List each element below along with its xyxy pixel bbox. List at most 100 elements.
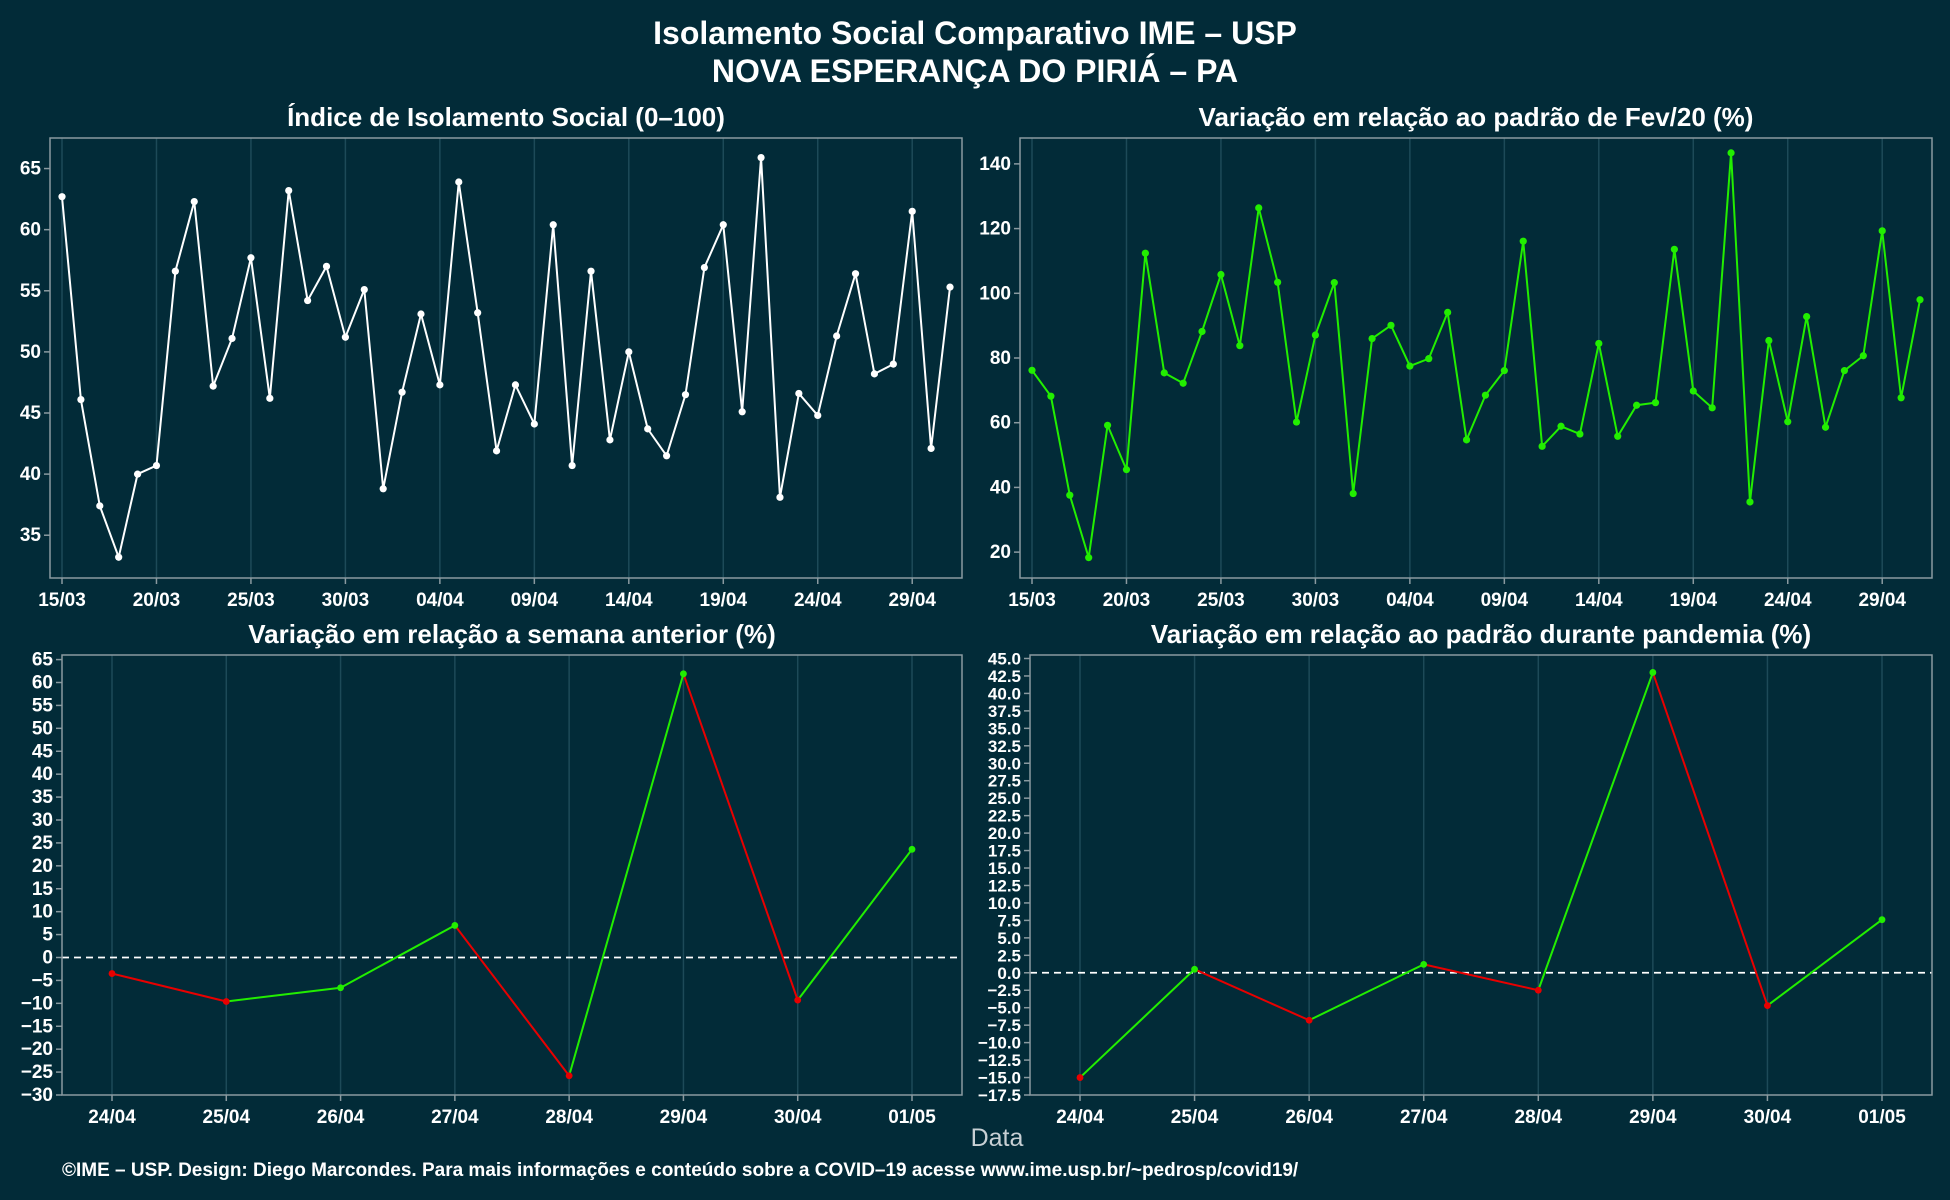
series-segment [111, 972, 227, 1003]
x-tick-label: 01/05 [888, 1107, 936, 1128]
y-tick-label: 100 [979, 283, 1011, 304]
series-segment [682, 673, 799, 1001]
y-tick-label: 15.0 [988, 859, 1021, 878]
data-point [304, 296, 312, 305]
x-tick-label: 30/04 [774, 1107, 822, 1128]
footer-credit: ©IME – USP. Design: Diego Marcondes. Par… [62, 1160, 1299, 1181]
y-tick-label: 45.0 [988, 649, 1021, 668]
panel-border [1019, 137, 1933, 579]
y-tick-label: 0.0 [997, 964, 1021, 983]
data-point [451, 922, 459, 929]
data-point [1708, 404, 1716, 412]
panel-border [49, 137, 963, 579]
panel-border [1029, 654, 1933, 1096]
panel-title: Variação em relação ao padrão de Fev/20 … [1199, 102, 1754, 132]
y-tick-label: −12.5 [978, 1051, 1021, 1070]
data-point [1141, 249, 1149, 257]
x-tick-label: 25/03 [227, 590, 275, 611]
data-point [680, 670, 687, 678]
y-tick-label: 40.0 [988, 684, 1021, 703]
data-point [1576, 430, 1584, 438]
data-point [1859, 352, 1867, 360]
data-point [1047, 392, 1055, 400]
data-point [436, 381, 444, 389]
x-tick-label: 26/04 [317, 1107, 365, 1128]
data-point [1481, 391, 1490, 399]
x-tick-label: 09/04 [1481, 590, 1529, 611]
y-tick-label: 20 [32, 856, 53, 877]
data-point [1028, 366, 1036, 374]
data-point [1368, 334, 1376, 343]
y-tick-label: 20.0 [988, 824, 1021, 843]
series-segment [226, 986, 341, 1003]
y-tick-label: −20 [21, 1039, 53, 1060]
x-tick-label: 29/04 [1629, 1107, 1677, 1128]
data-point [530, 420, 538, 428]
y-tick-label: −5.0 [987, 999, 1021, 1018]
x-tick-label: 25/03 [1197, 590, 1245, 611]
data-point [360, 285, 368, 294]
data-point [474, 309, 482, 317]
data-point [1746, 498, 1754, 506]
x-tick-label: 24/04 [794, 590, 842, 611]
x-axis-label: Data [971, 1124, 1024, 1152]
figure-title-line2: NOVA ESPERANÇA DO PIRIÁ – PA [712, 53, 1238, 89]
data-point [1916, 296, 1924, 304]
chart-panels: Índice de Isolamento Social (0–100) 15/03… [20, 102, 1933, 1128]
x-tick-label: 19/04 [1670, 590, 1718, 611]
data-point [776, 493, 784, 501]
data-point [1765, 336, 1773, 345]
y-tick-label: 10.0 [988, 894, 1021, 913]
data-point [511, 381, 520, 389]
y-tick-label: 5.0 [997, 929, 1021, 948]
data-point [96, 502, 104, 510]
y-tick-label: −2.5 [987, 981, 1021, 1000]
data-point [606, 436, 614, 444]
data-point [77, 395, 85, 404]
y-tick-label: 65 [20, 159, 42, 180]
data-point [1191, 965, 1198, 973]
data-point [794, 996, 802, 1004]
x-tick-label: 19/04 [700, 590, 748, 611]
chart-panel-3: Variação em relação a semana anterior (%… [21, 619, 963, 1128]
x-tick-label: 20/03 [1103, 590, 1151, 611]
data-point [285, 186, 293, 195]
x-tick-label: 27/04 [431, 1107, 479, 1128]
x-tick-label: 24/04 [1056, 1107, 1104, 1128]
data-point [757, 153, 765, 162]
chart-panel-2: Variação em relação ao padrão de Fev/20 … [979, 102, 1933, 611]
data-point [833, 332, 841, 340]
data-point [1103, 421, 1112, 429]
y-tick-label: 120 [979, 219, 1011, 240]
data-point [1066, 491, 1074, 499]
series-segment [1079, 968, 1196, 1079]
data-point [1420, 960, 1428, 968]
series-segment [1308, 963, 1425, 1022]
data-point [1803, 312, 1811, 321]
y-tick-label: 20 [990, 542, 1011, 563]
x-tick-label: 04/04 [1386, 590, 1434, 611]
x-tick-label: 29/04 [888, 590, 936, 611]
data-point [1534, 986, 1542, 994]
series-segment [340, 924, 456, 989]
data-point [133, 470, 142, 478]
y-tick-label: 7.5 [997, 911, 1021, 930]
y-tick-label: −30 [21, 1085, 53, 1106]
data-point [795, 389, 803, 398]
series-segment [568, 673, 685, 1077]
y-tick-label: 0 [42, 948, 53, 969]
data-point [1784, 418, 1792, 426]
data-point [889, 360, 897, 368]
y-tick-label: 25.0 [988, 789, 1021, 808]
x-tick-label: 30/04 [1744, 1107, 1792, 1128]
data-point [908, 207, 916, 215]
data-point [1255, 204, 1263, 212]
y-tick-label: 17.5 [988, 842, 1021, 861]
x-tick-label: 24/04 [88, 1107, 136, 1128]
x-tick-label: 09/04 [511, 590, 559, 611]
series-segment [1766, 918, 1883, 1007]
y-tick-label: 32.5 [988, 737, 1021, 756]
panel-title: Variação em relação a semana anterior (%… [248, 619, 776, 649]
x-tick-label: 24/04 [1764, 590, 1812, 611]
